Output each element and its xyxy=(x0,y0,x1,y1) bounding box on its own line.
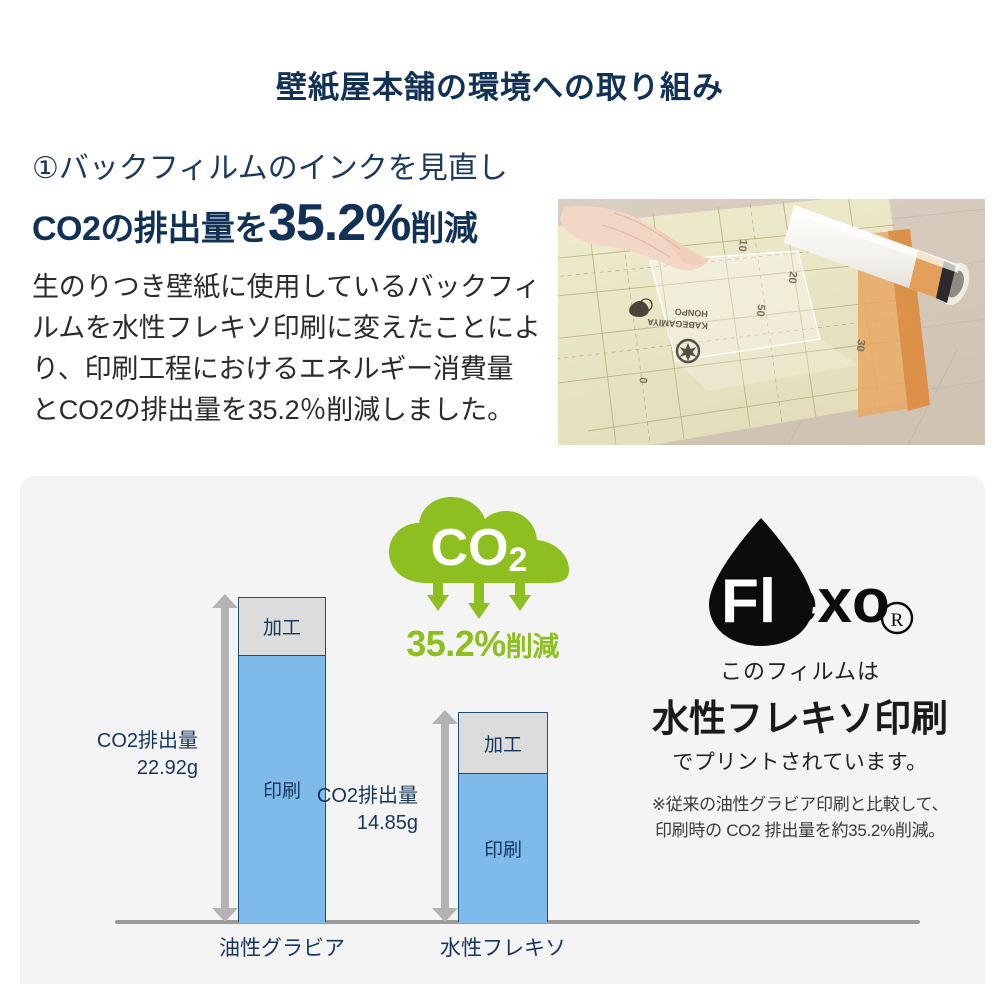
segment-label-processing: 加工 xyxy=(483,734,522,756)
svg-text:KABEGAMIYA: KABEGAMIYA xyxy=(646,317,708,331)
comparison-panel: CO2排出量 22.92g 加工 印刷 油性グラビア CO2排出量 14. xyxy=(20,476,985,984)
svg-text:0: 0 xyxy=(636,377,649,384)
svg-text:20: 20 xyxy=(786,271,799,284)
co2-cloud-icon: CO2 xyxy=(388,497,569,619)
emission-label-flexo: CO2排出量 14.85g xyxy=(258,783,418,837)
flexo-logo: Fl exo R xyxy=(620,512,980,652)
bar-flexo: 加工 印刷 xyxy=(458,712,548,923)
footnote-line: 印刷時の CO2 排出量を約35.2%削減。 xyxy=(654,820,945,840)
svg-text:R: R xyxy=(891,610,904,631)
segment-label-printing: 印刷 xyxy=(262,781,301,802)
emission-total-value: 14.85g xyxy=(356,812,418,834)
flexo-footnote: ※従来の油性グラビア印刷と比較して、 印刷時の CO2 排出量を約35.2%削減… xyxy=(620,792,980,843)
segment-label-printing: 印刷 xyxy=(483,840,522,861)
emission-label-gravure: CO2排出量 22.92g xyxy=(38,728,198,782)
flexo-line-2: 水性フレキソ印刷 xyxy=(652,698,948,739)
emission-measure-label: CO2排出量 xyxy=(96,730,198,752)
co2-reduction-value: 35.2% xyxy=(406,623,506,664)
co2-bar-chart: CO2排出量 22.92g 加工 印刷 油性グラビア CO2排出量 14. xyxy=(20,476,920,984)
emission-measure-label: CO2排出量 xyxy=(316,785,418,807)
intro-body-copy: 生のりつき壁紙に使用しているバックフィ ルムを水性フレキソ印刷に変えたことによ … xyxy=(32,267,547,431)
page-title: 壁紙屋本舗の環境への取り組み xyxy=(276,70,724,105)
bar-gravure: 加工 印刷 xyxy=(238,597,326,923)
co2-reduction-text: 35.2%削減 xyxy=(375,623,590,665)
body-line: 生のりつき壁紙に使用しているバックフィ xyxy=(32,271,541,302)
cloud-arrows xyxy=(426,583,531,619)
bar-segment-printing: 印刷 xyxy=(459,774,547,923)
intro-text-column: ①バックフィルムのインクを見直し CO2の排出量を35.2%削減 生のりつき壁紙… xyxy=(32,150,547,431)
category-label-flexo: 水性フレキソ xyxy=(440,937,566,960)
droplet-shape xyxy=(709,518,813,646)
flexo-info-block: Fl exo R このフィルムは 水性フレキソ印刷 でプリントされています。 ※… xyxy=(620,512,980,843)
measure-arrow-gravure xyxy=(212,594,238,922)
cloud-shape xyxy=(388,497,569,583)
flexo-logo-text-inner: Fl xyxy=(721,567,776,636)
photo-illustration: HONPO KABEGAMIYA 10 20 50 0 30 xyxy=(558,199,985,445)
category-label-gravure: 油性グラビア xyxy=(219,937,345,960)
body-line: ルムを水性フレキソ印刷に変えたことによ xyxy=(32,312,541,343)
intro-headline: CO2の排出量を35.2%削減 xyxy=(32,192,547,254)
flexo-droplet-logo-icon: Fl exo R xyxy=(709,518,914,646)
wallpaper-film-photo: HONPO KABEGAMIYA 10 20 50 0 30 xyxy=(558,199,985,445)
svg-text:30: 30 xyxy=(854,339,867,352)
svg-text:50: 50 xyxy=(754,304,767,317)
measure-arrow-flexo xyxy=(432,710,458,922)
svg-text:HONPO: HONPO xyxy=(675,307,709,319)
segment-label-processing: 加工 xyxy=(262,618,301,639)
flexo-logo-text-outer: exo xyxy=(783,567,890,636)
footnote-line: ※従来の油性グラビア印刷と比較して、 xyxy=(651,795,949,814)
emission-total-value: 22.92g xyxy=(136,757,198,779)
intro-item-number-line: ①バックフィルムのインクを見直し xyxy=(32,152,508,185)
headline-value: 35.2% xyxy=(267,194,411,253)
body-line: り、印刷工程におけるエネルギー消費量 xyxy=(32,353,514,384)
bar-segment-processing: 加工 xyxy=(459,713,547,774)
bar-segment-printing: 印刷 xyxy=(239,656,325,923)
flexo-line-1: このフィルムは xyxy=(719,659,881,684)
co2-reduction-badge: CO2 35.2%削減 xyxy=(375,491,590,665)
headline-suffix: 削減 xyxy=(410,210,478,249)
co2-reduction-suffix: 削減 xyxy=(505,632,560,662)
registered-mark-icon: R xyxy=(880,601,914,635)
body-line: とCO2の排出量を35.2％削減しました。 xyxy=(32,394,514,425)
flexo-line-3: でプリントされています。 xyxy=(672,751,928,774)
bar-segment-processing: 加工 xyxy=(239,598,325,656)
svg-text:10: 10 xyxy=(736,239,749,252)
headline-prefix: CO2の排出量を xyxy=(32,210,268,249)
